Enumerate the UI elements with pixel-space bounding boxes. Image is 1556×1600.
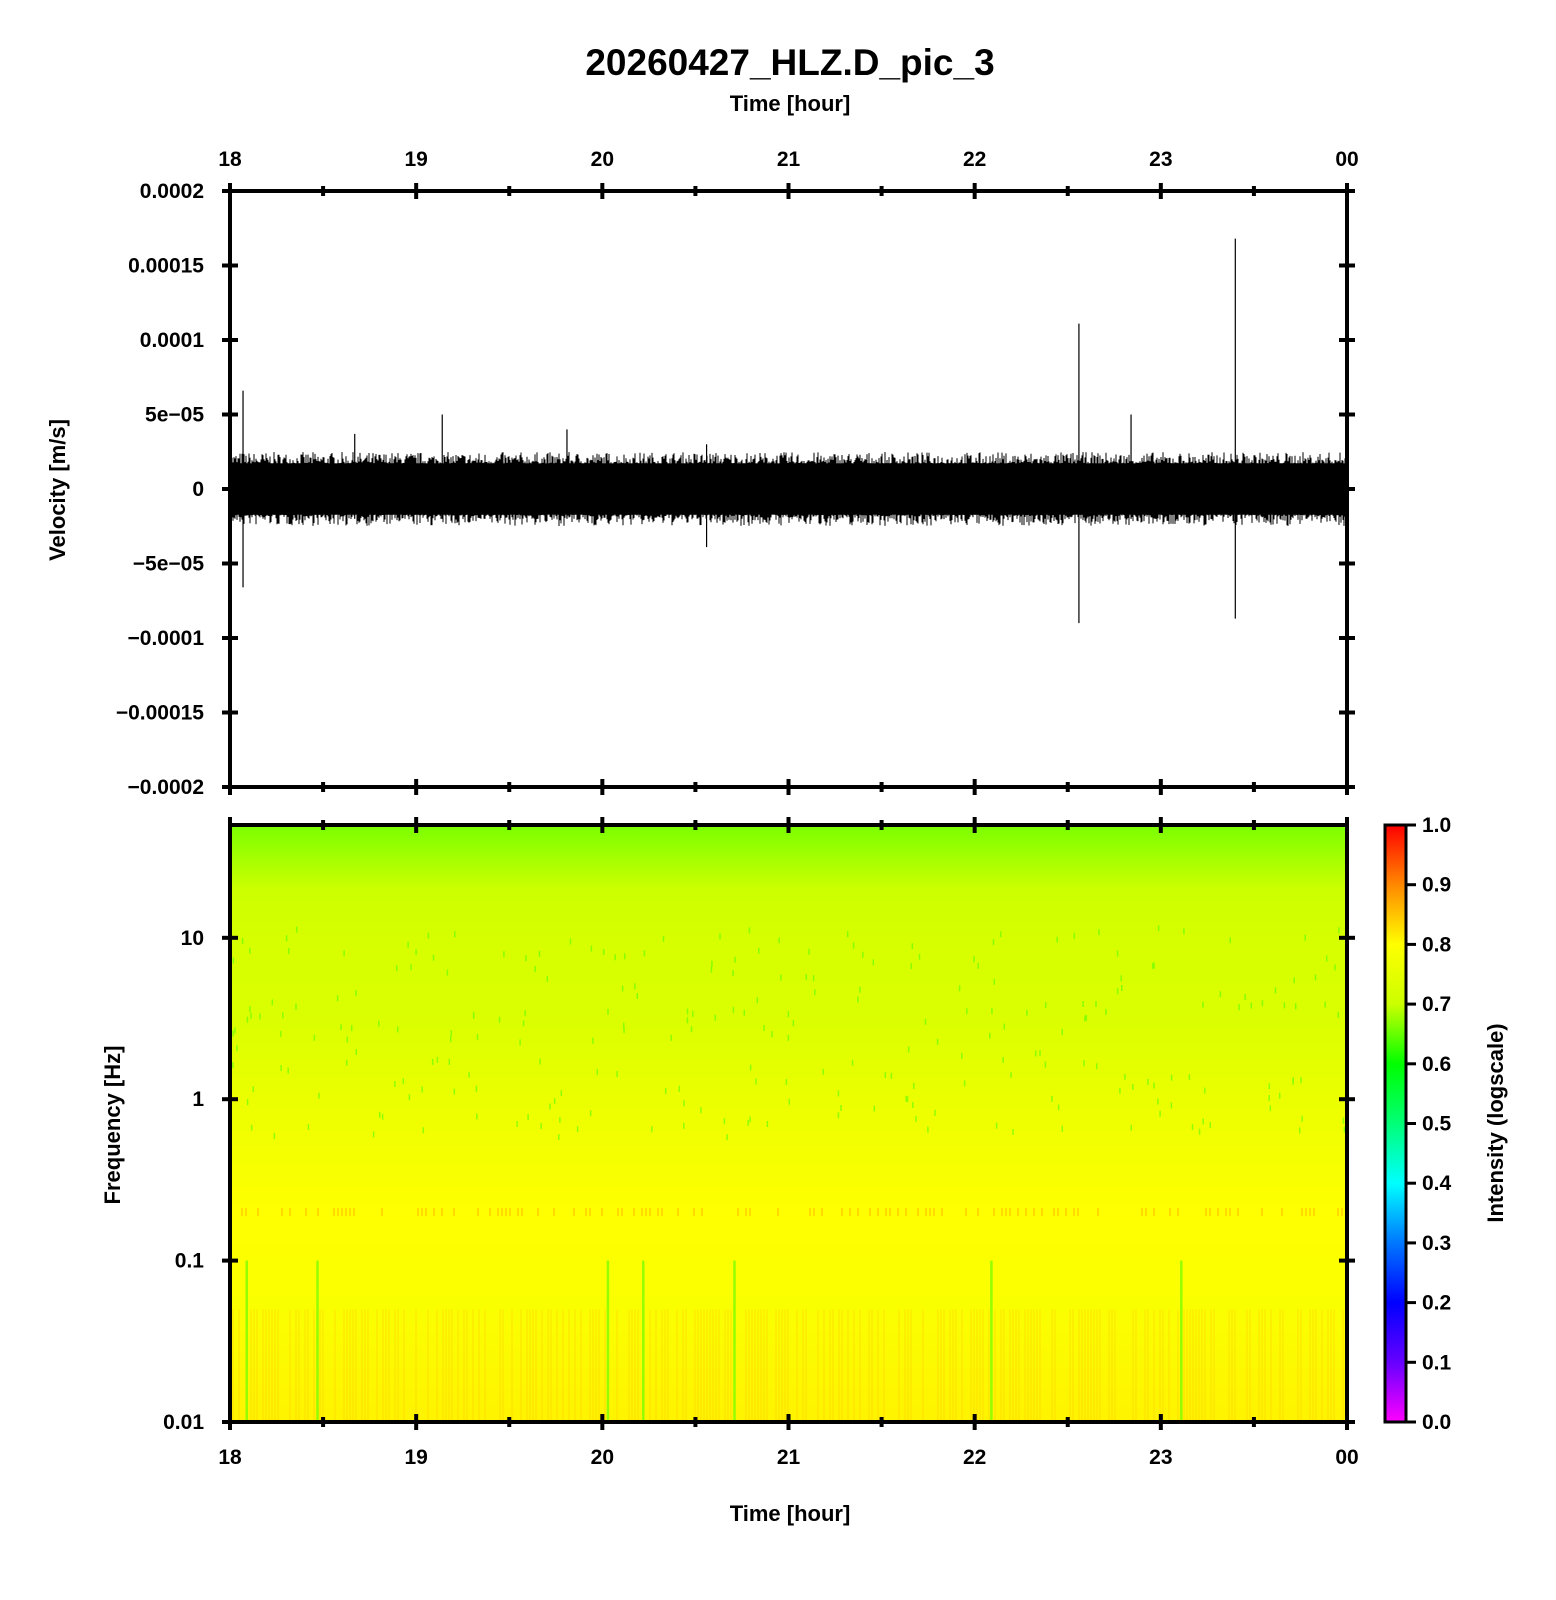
colorbar-tick-label: 0.6 [1422,1053,1451,1076]
colorbar: 1.0 0.9 0.8 0.7 0.6 0.5 0.4 0.3 0.2 0.1 0.0 Intens… [1383,814,1508,1434]
waveform-y-tick-label: 0.0001 [140,329,205,352]
waveform-trace [230,238,1347,624]
bottom-x-axis-label: Time [hour] [730,1501,851,1526]
spectrogram-y-axis-label: Frequency [Hz] [100,1046,125,1205]
waveform-y-tick-label: −0.0002 [128,776,205,799]
spectrogram-y-tick-label: 1 [192,1088,204,1111]
spectrogram-frame [228,823,1349,1424]
waveform-y-tick-label: 0 [192,478,204,501]
spectrogram-texture [230,925,1347,1422]
spectrogram-band-0-2hz [230,1208,1347,1216]
top-x-tick-label: 21 [777,148,801,171]
colorbar-tick-label: 1.0 [1422,814,1451,837]
colorbar-tick-label: 0.2 [1422,1292,1451,1315]
waveform-y-axis-label: Velocity [m/s] [45,419,70,561]
waveform-y-tick-label: −0.00015 [116,702,204,725]
colorbar-tick-label: 0.5 [1422,1113,1452,1136]
colorbar-ticks: 1.0 0.9 0.8 0.7 0.6 0.5 0.4 0.3 0.2 0.1 0.0 [1406,814,1452,1434]
colorbar-tick-label: 0.0 [1422,1411,1451,1434]
spectrogram-y-tick-label: 0.1 [175,1250,205,1273]
bottom-x-tick-label: 22 [963,1446,986,1469]
bottom-x-tick-label: 20 [591,1446,614,1469]
waveform-y-tick-label: −0.0001 [128,627,205,650]
bottom-x-tick-label: 19 [404,1446,427,1469]
spectrogram-speckle [230,925,1346,1141]
top-x-tick-label: 23 [1149,148,1172,171]
bottom-x-tick-label: 00 [1335,1446,1358,1469]
top-x-tick-label: 18 [218,148,242,171]
spectrogram-image [230,825,1347,1422]
top-x-tick-label: 20 [591,148,614,171]
waveform-y-tick-label: 0.00015 [128,255,204,278]
waveform-y-tick-label: 5e−05 [145,404,204,427]
colorbar-tick-label: 0.3 [1422,1232,1451,1255]
bottom-x-tick-label: 18 [218,1446,242,1469]
spectrogram-low-frequency-streaks [230,1309,1344,1422]
spectrogram-y-tick-label: 10 [181,927,204,950]
colorbar-label: Intensity (logscale) [1483,1023,1508,1222]
colorbar-fill [1383,823,1408,1424]
bottom-x-tick-label: 21 [777,1446,801,1469]
chart-title: 20260427_HLZ.D_pic_3 [585,42,994,83]
waveform-frame [228,189,1349,789]
colorbar-tick-label: 0.7 [1422,993,1451,1016]
spectrogram-y-tick-label: 0.01 [163,1411,204,1434]
waveform-y-tick-label: −5e−05 [133,553,205,576]
top-x-tick-label: 22 [963,148,986,171]
bottom-x-tick-label: 23 [1149,1446,1172,1469]
colorbar-tick-label: 0.9 [1422,874,1451,897]
top-x-axis-label: Time [hour] [730,91,851,116]
waveform-y-tick-label: 0.0002 [140,180,204,203]
colorbar-tick-label: 0.8 [1422,933,1452,956]
top-x-tick-label: 00 [1335,148,1358,171]
colorbar-tick-label: 0.1 [1422,1351,1452,1374]
colorbar-tick-label: 0.4 [1422,1172,1452,1195]
waveform-panel: 18 19 20 21 22 23 00 0.0002 0.00015 0.0001 5e−05 0 −… [45,148,1359,799]
top-x-tick-label: 19 [404,148,427,171]
waveform-noise-fringe [230,452,1347,526]
